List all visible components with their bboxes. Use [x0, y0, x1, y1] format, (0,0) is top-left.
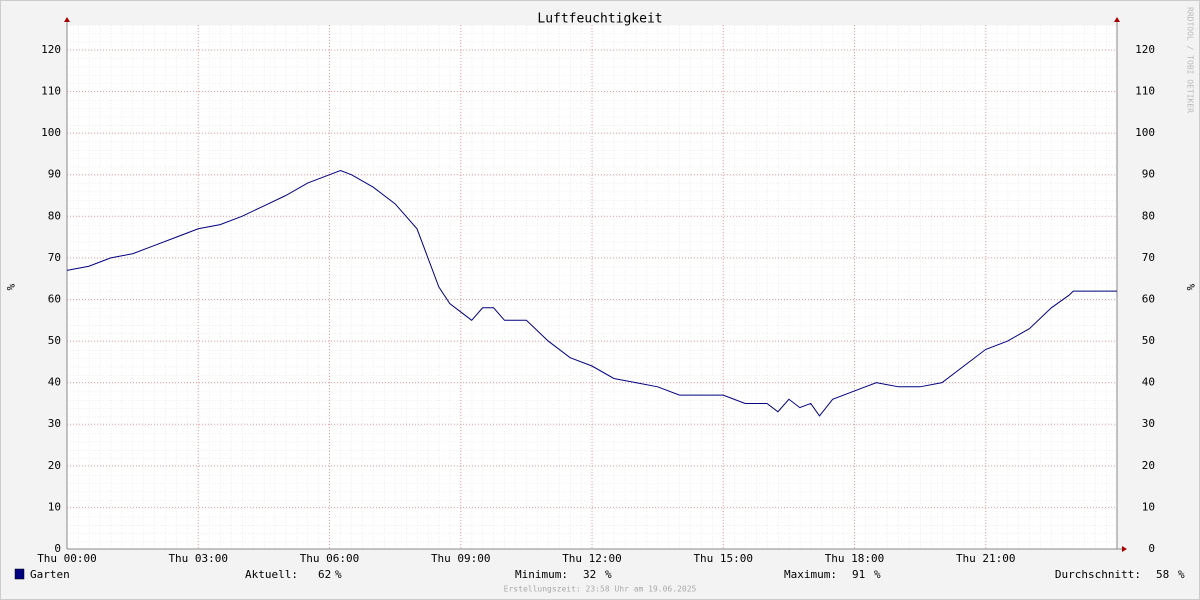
data-line [66, 170, 1117, 417]
stat-unit: % [1178, 568, 1185, 581]
x-tick-label: Thu 12:00 [562, 552, 622, 565]
arrow [64, 17, 70, 22]
y-tick-label-right: 0 [1148, 542, 1155, 555]
y-tick-label-right: 110 [1135, 85, 1155, 98]
y-tick-label-right: 20 [1142, 459, 1155, 472]
x-tick-label: Thu 00:00 [37, 552, 97, 565]
y-tick-label-right: 70 [1142, 251, 1155, 264]
chart-title: Luftfeuchtigkeit [537, 12, 662, 27]
stat-value: 91 [852, 568, 865, 581]
stat-label: Durchschnitt: [1055, 568, 1141, 581]
arrow [1114, 17, 1120, 22]
y-tick-label: 10 [48, 500, 61, 513]
stat-label: Maximum: [784, 568, 837, 581]
y-tick-label-right: 60 [1142, 292, 1155, 305]
y-tick-label-right: 100 [1135, 126, 1155, 139]
x-tick-label: Thu 21:00 [956, 552, 1016, 565]
x-tick-label: Thu 15:00 [693, 552, 753, 565]
footer: Erstellungszeit: 23:58 Uhr am 19.06.2025 [504, 585, 697, 594]
arrow [1122, 546, 1127, 552]
x-tick-label: Thu 18:00 [825, 552, 885, 565]
y-tick-label: 20 [48, 459, 61, 472]
y-tick-label: 60 [48, 292, 61, 305]
stat-value: 58 [1156, 568, 1169, 581]
y-tick-label-right: 50 [1142, 334, 1155, 347]
y-tick-label: 80 [48, 209, 61, 222]
watermark: RRDTOOL / TOBI OETIKER [1186, 7, 1195, 113]
y-tick-label-right: 40 [1142, 376, 1155, 389]
x-tick-label: Thu 03:00 [168, 552, 228, 565]
stat-value: 62 [318, 568, 331, 581]
y-tick-label-right: 90 [1142, 168, 1155, 181]
y-tick-label: 120 [41, 43, 61, 56]
stat-unit: % [605, 568, 612, 581]
y-tick-label: 0 [54, 542, 61, 555]
legend-swatch [14, 568, 25, 580]
stat-unit: % [874, 568, 881, 581]
y-tick-label: 70 [48, 251, 61, 264]
y-tick-label-right: 120 [1135, 43, 1155, 56]
stat-unit: % [335, 568, 342, 581]
y-tick-label-right: 30 [1142, 417, 1155, 430]
legend-label: Garten [30, 568, 70, 581]
y-tick-label: 100 [41, 126, 61, 139]
y-tick-label: 110 [41, 85, 61, 98]
x-tick-label: Thu 09:00 [431, 552, 491, 565]
stat-value: 32 [583, 568, 596, 581]
y-axis-label: % [4, 284, 17, 291]
y-tick-label-right: 10 [1142, 500, 1155, 513]
x-tick-label: Thu 06:00 [300, 552, 360, 565]
y-tick-label: 50 [48, 334, 61, 347]
stat-label: Aktuell: [245, 568, 298, 581]
y-tick-label-right: 80 [1142, 209, 1155, 222]
y-tick-label: 40 [48, 376, 61, 389]
y-axis-label-right: % [1184, 284, 1197, 291]
stat-label: Minimum: [515, 568, 568, 581]
y-tick-label: 90 [48, 168, 61, 181]
y-tick-label: 30 [48, 417, 61, 430]
plot: 0 0 10 10 20 20 30 30 40 40 50 50 60 60 70 70 80 80 90 90 10… [14, 17, 1185, 581]
